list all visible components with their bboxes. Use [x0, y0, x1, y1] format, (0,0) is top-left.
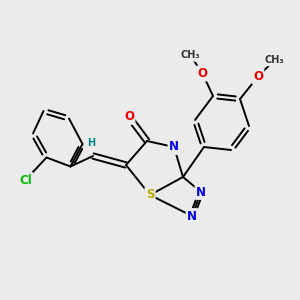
Text: Cl: Cl: [19, 173, 32, 187]
Text: O: O: [124, 110, 134, 124]
Text: N: N: [196, 185, 206, 199]
Text: CH₃: CH₃: [181, 50, 200, 61]
Text: O: O: [253, 70, 263, 83]
Text: N: N: [169, 140, 179, 154]
Text: CH₃: CH₃: [265, 55, 284, 65]
Text: H: H: [87, 137, 96, 148]
Text: S: S: [146, 188, 154, 202]
Text: O: O: [197, 67, 208, 80]
Text: N: N: [187, 209, 197, 223]
